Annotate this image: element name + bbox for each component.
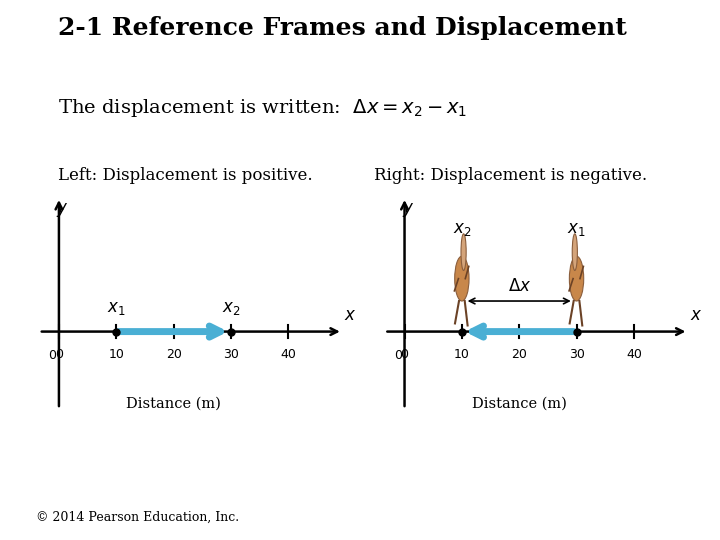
Text: 30: 30 bbox=[223, 348, 239, 361]
Text: 40: 40 bbox=[626, 348, 642, 361]
Text: $x_2$: $x_2$ bbox=[453, 221, 471, 238]
Text: 30: 30 bbox=[569, 348, 585, 361]
Text: $x_1$: $x_1$ bbox=[107, 300, 125, 318]
Text: $x_2$: $x_2$ bbox=[222, 300, 240, 318]
Ellipse shape bbox=[455, 256, 469, 301]
Text: $y$: $y$ bbox=[402, 201, 414, 219]
Text: Distance (m): Distance (m) bbox=[126, 397, 221, 411]
Text: Left: Displacement is positive.: Left: Displacement is positive. bbox=[58, 167, 312, 184]
Text: © 2014 Pearson Education, Inc.: © 2014 Pearson Education, Inc. bbox=[36, 511, 239, 524]
Ellipse shape bbox=[570, 256, 584, 301]
Text: 20: 20 bbox=[166, 348, 181, 361]
Circle shape bbox=[572, 234, 577, 271]
Text: 0: 0 bbox=[400, 348, 408, 361]
Text: 0: 0 bbox=[48, 349, 56, 362]
Text: $x$: $x$ bbox=[344, 307, 357, 324]
Text: 20: 20 bbox=[511, 348, 527, 361]
Circle shape bbox=[461, 234, 466, 271]
Text: 2-1 Reference Frames and Displacement: 2-1 Reference Frames and Displacement bbox=[58, 16, 626, 40]
Text: The displacement is written:  $\Delta x = x_2 - x_1$: The displacement is written: $\Delta x =… bbox=[58, 97, 467, 119]
Text: Distance (m): Distance (m) bbox=[472, 397, 567, 411]
Text: $\Delta x$: $\Delta x$ bbox=[508, 278, 531, 295]
Text: $y$: $y$ bbox=[56, 201, 68, 219]
Text: Right: Displacement is negative.: Right: Displacement is negative. bbox=[374, 167, 647, 184]
Text: 10: 10 bbox=[108, 348, 125, 361]
Text: $x$: $x$ bbox=[690, 307, 703, 324]
Text: 0: 0 bbox=[394, 349, 402, 362]
Text: $x_1$: $x_1$ bbox=[567, 221, 586, 238]
Text: 40: 40 bbox=[280, 348, 296, 361]
Text: 10: 10 bbox=[454, 348, 470, 361]
Text: 0: 0 bbox=[55, 348, 63, 361]
